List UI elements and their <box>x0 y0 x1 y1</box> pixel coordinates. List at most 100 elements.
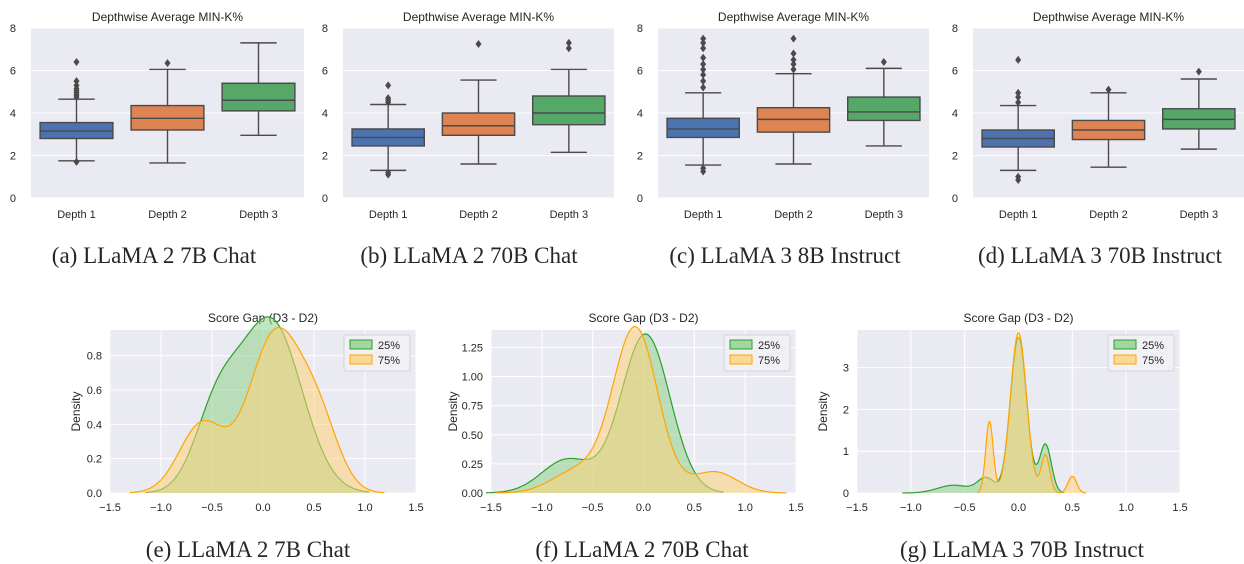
y-tick-label: 0.2 <box>87 454 102 466</box>
chart-title: Score Gap (D3 - D2) <box>963 311 1073 325</box>
box-depth-1 <box>666 34 740 176</box>
x-tick-label: −0.5 <box>201 502 223 514</box>
x-tick-label: 1.5 <box>1172 502 1187 514</box>
outlier-point <box>73 77 80 86</box>
legend-label: 75% <box>378 355 400 367</box>
y-tick-label: 4 <box>10 108 16 120</box>
y-tick-label: 0.00 <box>462 488 483 500</box>
outlier-point <box>475 39 482 48</box>
legend-label: 75% <box>758 355 780 367</box>
kde-line-75pct <box>977 332 1087 494</box>
y-tick-label: 4 <box>322 108 328 120</box>
y-tick-label: 6 <box>322 66 328 78</box>
box-depth-2 <box>441 39 516 165</box>
subfigure-caption: (d) LLaMA 3 70B Instruct <box>978 243 1223 268</box>
y-tick-label: 8 <box>10 23 16 35</box>
outlier-point <box>790 49 797 58</box>
y-tick-label: 6 <box>952 66 958 78</box>
outlier-point <box>700 65 707 74</box>
x-tick-label: Depth 2 <box>459 209 498 221</box>
iqr-box <box>847 96 921 122</box>
legend-swatch <box>1113 339 1137 350</box>
legend-swatch <box>1113 354 1137 365</box>
iqr-box <box>221 82 296 112</box>
box-depth-2 <box>756 34 831 165</box>
x-tick-label: Depth 2 <box>1089 209 1128 221</box>
x-tick-label: Depth 3 <box>239 209 278 221</box>
outlier-point <box>790 34 797 43</box>
outlier-point <box>700 60 707 69</box>
y-tick-label: 0.50 <box>462 430 483 442</box>
x-tick-label: 0.0 <box>255 502 270 514</box>
kde-fill-75pct <box>496 326 787 493</box>
x-tick-label: 0.0 <box>1011 502 1026 514</box>
outlier-point <box>880 58 887 66</box>
y-tick-label: 3 <box>843 363 849 375</box>
y-tick-label: 0 <box>10 193 16 205</box>
box-depth-3 <box>1161 67 1236 150</box>
outlier-point <box>1015 55 1022 64</box>
x-tick-label: Depth 2 <box>774 209 813 221</box>
y-tick-label: 0.25 <box>462 459 483 471</box>
chart-title: Depthwise Average MIN-K% <box>92 10 244 24</box>
legend: 25%75% <box>343 334 411 372</box>
outlier-point <box>1105 85 1112 94</box>
outlier-point <box>700 38 707 47</box>
legend: 25%75% <box>1107 334 1175 372</box>
subfigure-caption: (g) LLaMA 3 70B Instruct <box>900 537 1145 562</box>
legend-label: 75% <box>1142 355 1164 367</box>
box-depth-3 <box>532 38 606 154</box>
kde-panel-3: −1.5 −1.0 −0.5 0.0 0.5 1.0 1.5 0 1 2 3 Score Gap (D… <box>816 311 1188 562</box>
legend-swatch <box>349 339 373 350</box>
y-tick-label: 4 <box>952 108 958 120</box>
y-tick-label: 2 <box>10 151 16 163</box>
chart-title: Depthwise Average MIN-K% <box>403 10 555 24</box>
x-tick-label: 0.0 <box>636 502 651 514</box>
boxplot-panel-4: 0 2 4 6 8 Depthwise Average MIN-K% Depth 1 Dept… <box>952 10 1244 268</box>
iqr-box <box>532 95 606 126</box>
x-tick-label: −0.5 <box>582 502 604 514</box>
outlier-point <box>790 60 797 69</box>
outlier-point <box>1015 88 1022 97</box>
x-tick-label: Depth 3 <box>1180 209 1219 221</box>
outlier-point <box>700 34 707 43</box>
legend-label: 25% <box>758 340 780 352</box>
x-tick-label: 1.0 <box>357 502 372 514</box>
boxplot-panel-3: 0 2 4 6 8 Depthwise Average MIN-K% Depth 1 Dept… <box>637 10 929 268</box>
outlier-point <box>700 70 707 79</box>
x-tick-label: −1.0 <box>150 502 172 514</box>
y-tick-label: 8 <box>637 23 643 35</box>
boxplot-panel-1: 0 2 4 6 8 Depthwise Average MIN-K% Depth 1 Dept… <box>10 10 304 268</box>
subfigure-caption: (b) LLaMA 2 70B Chat <box>360 243 578 268</box>
boxplot-panel-2: 0 2 4 6 8 Depthwise Average MIN-K% Depth 1 Dept… <box>322 10 614 268</box>
legend: 25%75% <box>723 334 791 372</box>
iqr-box <box>441 112 516 137</box>
x-tick-label: 1.0 <box>1119 502 1134 514</box>
outlier-point <box>385 81 392 90</box>
kde-fill-75pct <box>129 327 385 493</box>
x-tick-label: 0.5 <box>306 502 321 514</box>
legend-swatch <box>729 354 753 365</box>
box-depth-2 <box>130 59 205 164</box>
y-tick-label: 0.75 <box>462 401 483 413</box>
x-tick-label: −1.5 <box>480 502 502 514</box>
y-tick-label: 2 <box>952 151 958 163</box>
x-tick-label: Depth 2 <box>148 209 187 221</box>
outlier-point <box>385 168 392 177</box>
x-tick-label: Depth 3 <box>865 209 904 221</box>
outlier-point <box>164 59 171 68</box>
outlier-point <box>700 83 707 92</box>
box-depth-1 <box>981 55 1055 184</box>
y-tick-label: 2 <box>637 151 643 163</box>
box-depth-1 <box>39 58 114 166</box>
kde-line-75pct <box>129 326 385 494</box>
y-tick-label: 2 <box>843 404 849 416</box>
outlier-point <box>73 81 80 90</box>
outlier-point <box>73 157 80 166</box>
outlier-point <box>700 44 707 53</box>
y-tick-label: 0 <box>952 193 958 205</box>
y-tick-label: 0 <box>637 193 643 205</box>
outlier-point <box>700 53 707 62</box>
y-tick-label: 8 <box>952 23 958 35</box>
y-tick-label: 0.0 <box>87 488 102 500</box>
